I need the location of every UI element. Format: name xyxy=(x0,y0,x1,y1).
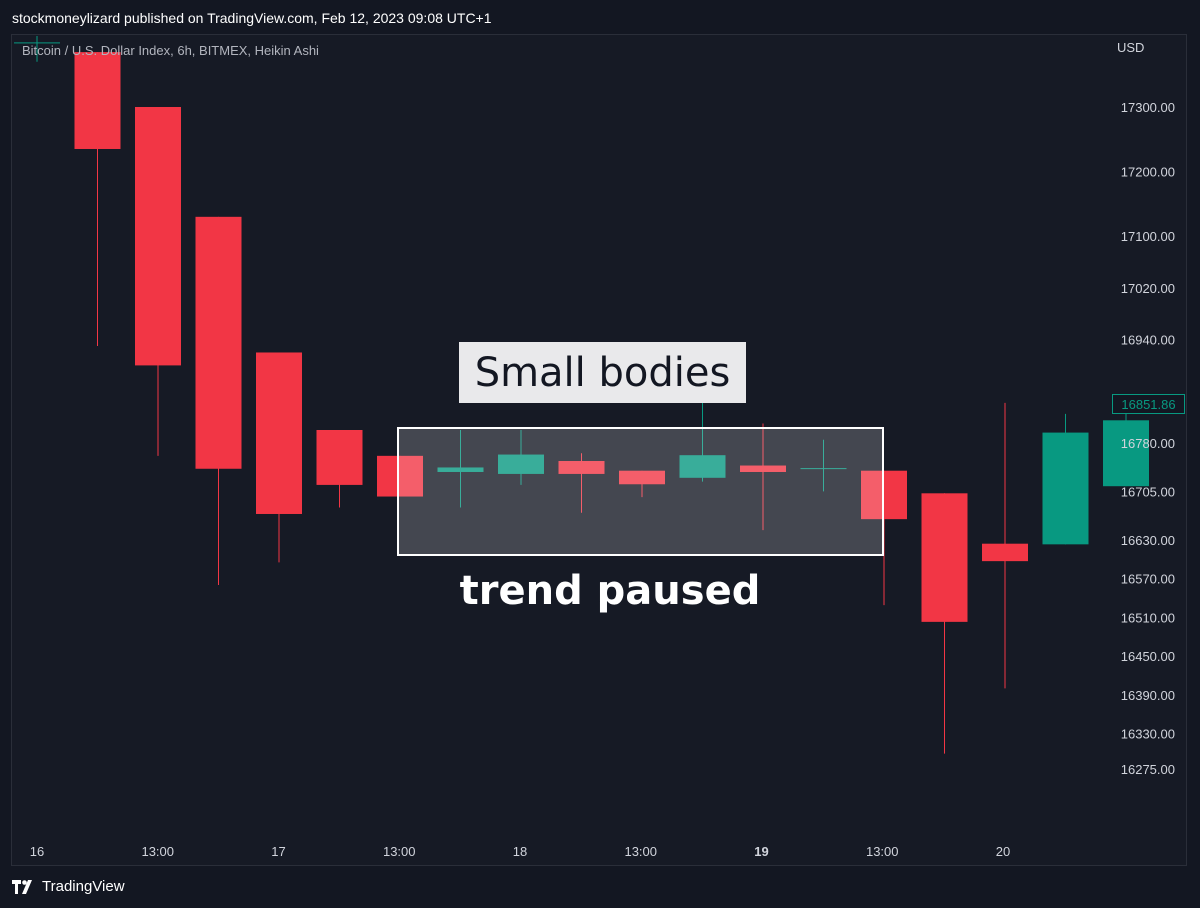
x-tick-label: 13:00 xyxy=(866,844,899,859)
annotation-trend-paused: trend paused xyxy=(459,568,761,614)
x-tick-label: 17 xyxy=(271,844,285,859)
y-tick-label: 16450.00 xyxy=(1121,649,1175,664)
candle-body xyxy=(679,455,726,478)
x-tick-label: 13:00 xyxy=(141,844,174,859)
publish-header: stockmoneylizard published on TradingVie… xyxy=(0,0,1200,34)
x-tick-label: 20 xyxy=(996,844,1010,859)
candle-body xyxy=(498,454,544,474)
y-tick-label: 17100.00 xyxy=(1121,229,1175,244)
candle-body xyxy=(377,455,423,497)
x-tick-label: 13:00 xyxy=(383,844,416,859)
x-tick-label: 19 xyxy=(754,844,768,859)
symbol-legend: Bitcoin / U.S. Dollar Index, 6h, BITMEX,… xyxy=(22,43,319,58)
candle-body xyxy=(982,543,1028,562)
candle-body xyxy=(74,52,121,149)
candle-body xyxy=(195,216,242,469)
candle-body xyxy=(921,493,968,622)
y-tick-label: 17300.00 xyxy=(1121,100,1175,115)
candle-body xyxy=(316,430,363,485)
x-tick-label: 16 xyxy=(30,844,44,859)
y-tick-label: 16570.00 xyxy=(1121,572,1175,587)
candle-body xyxy=(1103,420,1149,487)
candle-body xyxy=(14,42,60,44)
candle-body xyxy=(437,467,484,472)
y-tick-label: 16330.00 xyxy=(1121,727,1175,742)
y-tick-label: 16705.00 xyxy=(1121,484,1175,499)
y-tick-label: 16390.00 xyxy=(1121,688,1175,703)
y-tick-label: 16780.00 xyxy=(1121,436,1175,451)
y-tick-label: 16275.00 xyxy=(1121,762,1175,777)
candle-body xyxy=(800,468,847,470)
candle-body xyxy=(1042,432,1089,545)
x-tick-label: 18 xyxy=(513,844,527,859)
candle-body xyxy=(256,352,302,514)
last-price-tag: 16851.86 xyxy=(1112,394,1185,414)
candle-body xyxy=(619,470,665,485)
tradingview-logo[interactable]: TradingView xyxy=(12,878,125,895)
currency-label[interactable]: USD xyxy=(1117,40,1145,55)
annotation-small-bodies: Small bodies xyxy=(459,342,746,403)
y-tick-label: 16630.00 xyxy=(1121,533,1175,548)
tradingview-brand: TradingView xyxy=(42,878,125,895)
publish-info: stockmoneylizard published on TradingVie… xyxy=(12,10,492,26)
candle-body xyxy=(558,461,605,474)
x-tick-label: 13:00 xyxy=(624,844,657,859)
candle-body xyxy=(740,465,786,472)
candle-body xyxy=(135,107,181,366)
y-tick-label: 17200.00 xyxy=(1121,165,1175,180)
last-price-label: 16851.86 xyxy=(1121,396,1176,412)
annotation-small-bodies-text: Small bodies xyxy=(474,349,731,396)
y-tick-label: 16940.00 xyxy=(1121,333,1175,348)
y-tick-label: 16510.00 xyxy=(1121,610,1175,625)
highlight-box xyxy=(397,427,884,556)
tradingview-icon xyxy=(12,879,32,894)
y-tick-label: 17020.00 xyxy=(1121,281,1175,296)
